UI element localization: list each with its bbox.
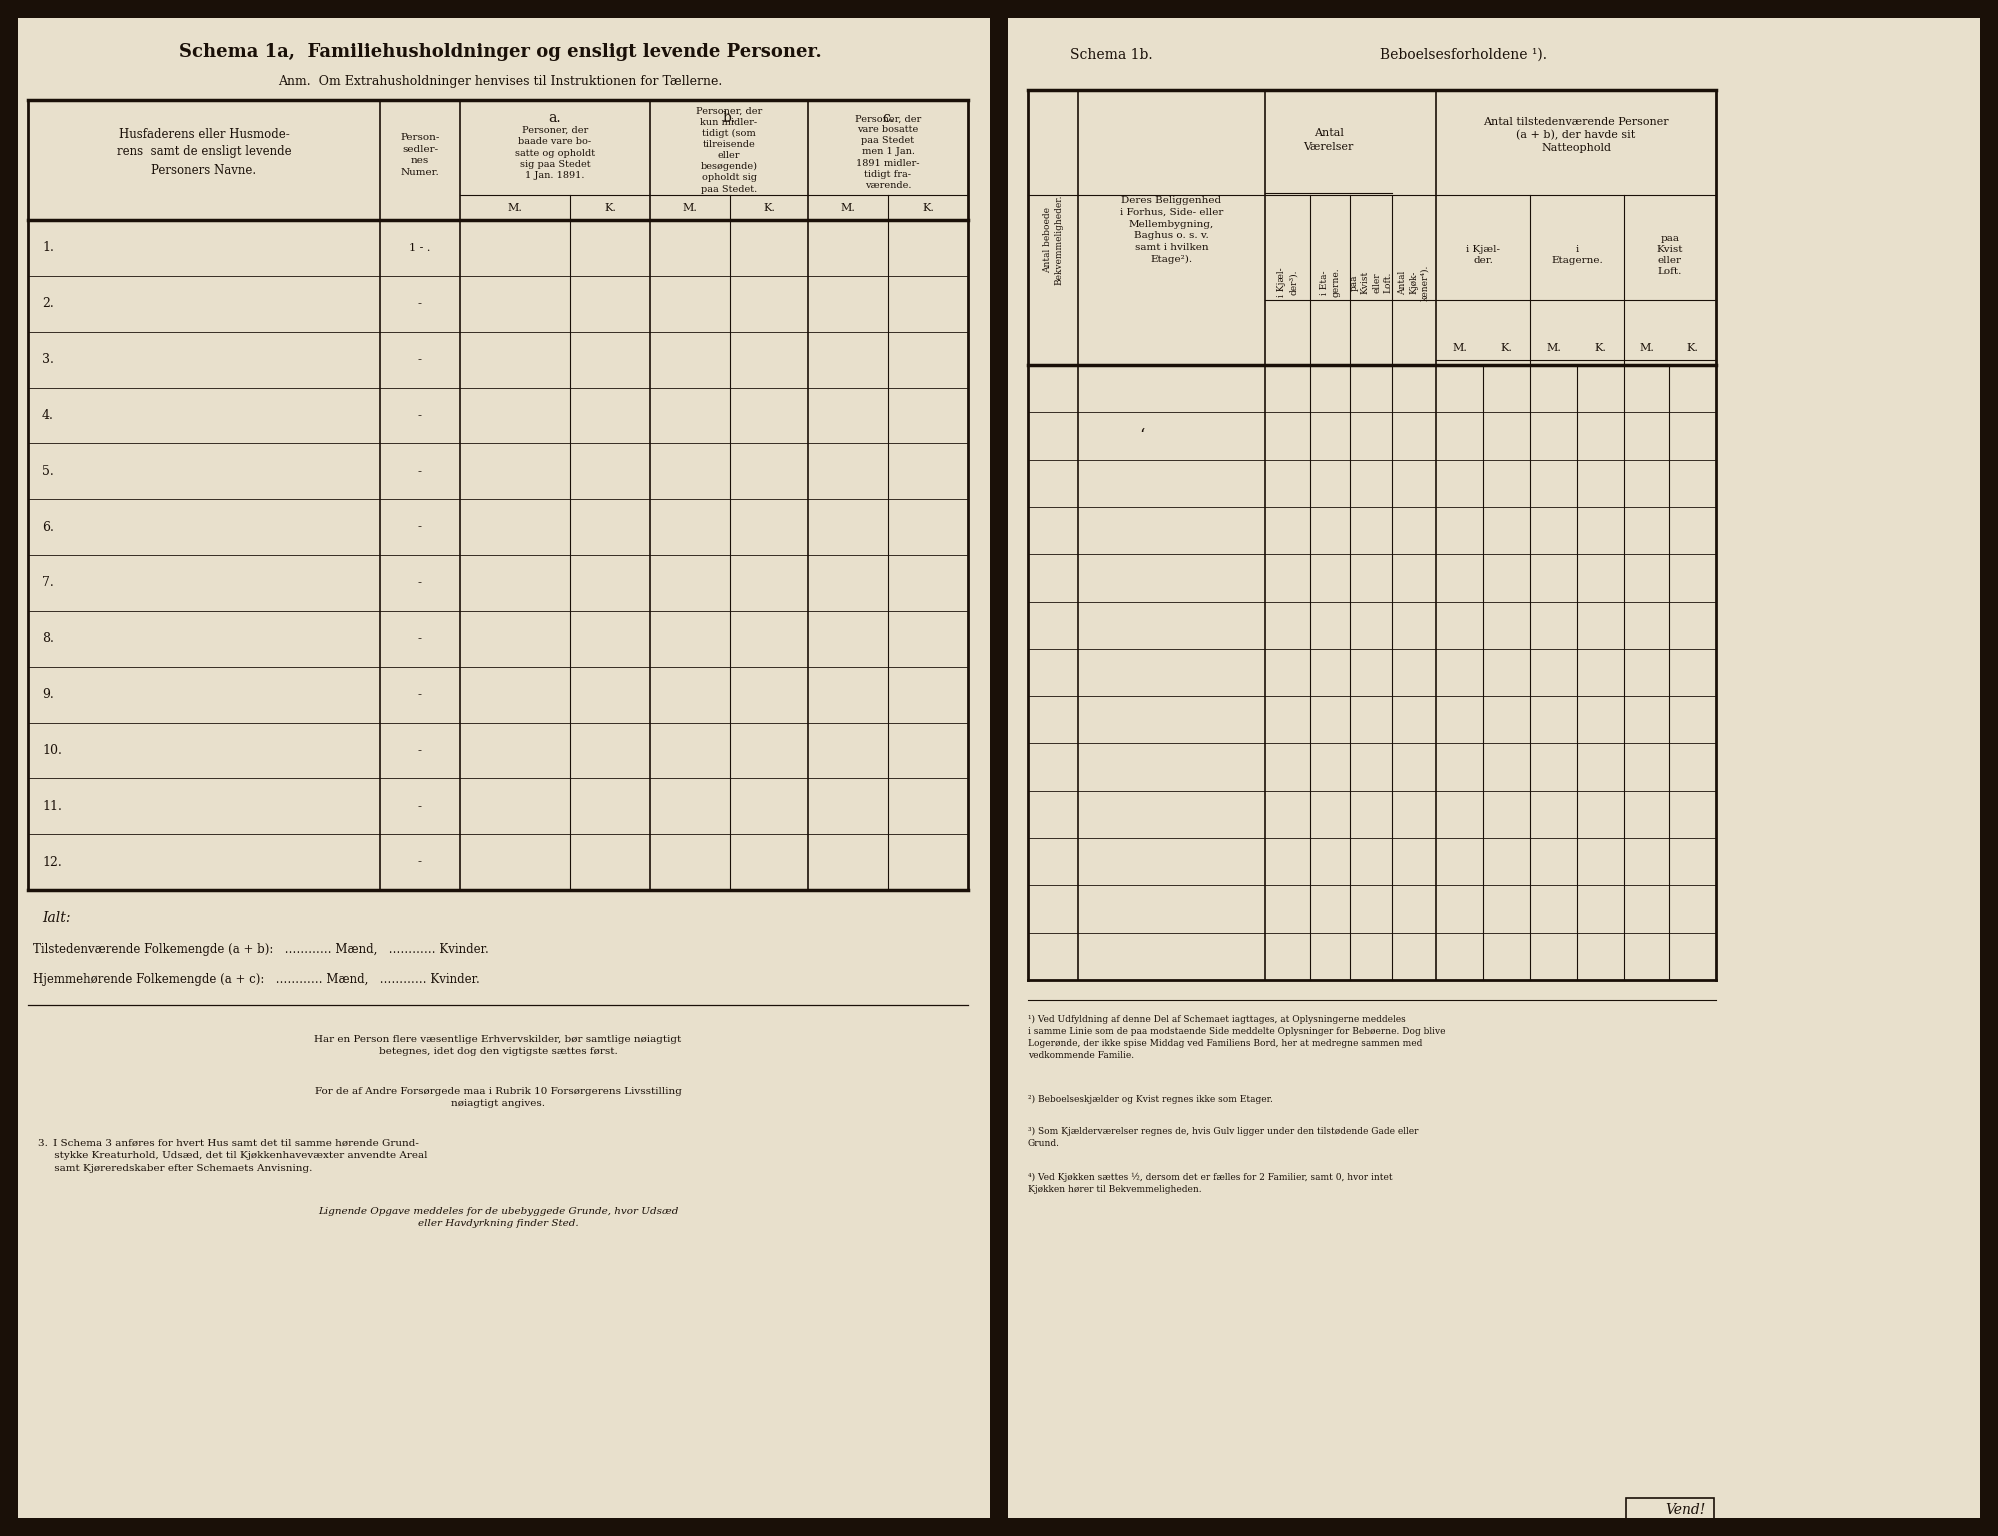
- Text: i Kjæl-
der.: i Kjæl- der.: [1467, 244, 1500, 266]
- Text: 8.: 8.: [42, 633, 54, 645]
- Text: Personer, der
vare bosatte
paa Stedet
men 1 Jan.
1891 midler-
tidigt fra-
værend: Personer, der vare bosatte paa Stedet me…: [855, 114, 921, 190]
- Text: Vend!: Vend!: [1666, 1504, 1706, 1518]
- Text: -: -: [418, 521, 422, 533]
- Text: Antal
Kjøk-
kener⁴).: Antal Kjøk- kener⁴).: [1399, 264, 1431, 301]
- Text: 3.: 3.: [42, 353, 54, 366]
- Text: Personer, der
kun midler-
tidigt (som
tilreisende
eller
besøgende)
opholdt sig
p: Personer, der kun midler- tidigt (som ti…: [695, 106, 761, 194]
- Text: i
Etagerne.: i Etagerne.: [1550, 244, 1602, 266]
- Text: M.: M.: [1453, 343, 1467, 353]
- Text: M.: M.: [507, 203, 521, 214]
- Text: 9.: 9.: [42, 688, 54, 700]
- Text: M.: M.: [841, 203, 855, 214]
- Bar: [1626, 1498, 1714, 1525]
- Text: 4.: 4.: [42, 409, 54, 422]
- Text: Personer, der
baade vare bo-
satte og opholdt
sig paa Stedet
1 Jan. 1891.: Personer, der baade vare bo- satte og op…: [515, 126, 595, 180]
- Text: M.: M.: [683, 203, 697, 214]
- Text: Lignende Opgave meddeles for de ubebyggede Grunde, hvor Udsæd
eller Havdyrkning : Lignende Opgave meddeles for de ubebygge…: [318, 1207, 677, 1229]
- Text: Tilstedenværende Folkemengde (a + b):   ………… Mænd,   ………… Kvinder.: Tilstedenværende Folkemengde (a + b): ………: [34, 943, 490, 957]
- Text: b.: b.: [723, 111, 735, 124]
- Text: K.: K.: [1686, 343, 1698, 353]
- Text: 3. I Schema 3 anføres for hvert Hus samt det til samme hørende Grund-
     stykk: 3. I Schema 3 anføres for hvert Hus samt…: [38, 1140, 428, 1174]
- Text: 10.: 10.: [42, 743, 62, 757]
- Text: a.: a.: [549, 111, 561, 124]
- Text: 12.: 12.: [42, 856, 62, 868]
- Text: ³) Som Kjælderværelser regnes de, hvis Gulv ligger under den tilstødende Gade el: ³) Som Kjælderværelser regnes de, hvis G…: [1029, 1127, 1419, 1147]
- Text: i Eta-
gerne.: i Eta- gerne.: [1321, 267, 1341, 298]
- Text: paa
Kvist
eller
Loft.: paa Kvist eller Loft.: [1656, 233, 1682, 276]
- Bar: [18, 18, 989, 1518]
- Text: Har en Person flere væsentlige Erhvervskilder, bør samtlige nøiagtigt
betegnes, : Har en Person flere væsentlige Erhvervsk…: [314, 1035, 681, 1057]
- Text: Husfaderens eller Husmode-
rens  samt de ensligt levende
Personers Navne.: Husfaderens eller Husmode- rens samt de …: [116, 127, 292, 177]
- Text: Antal
Værelser: Antal Værelser: [1303, 129, 1355, 152]
- Text: Antal beboede
Bekvemmeligheder.: Antal beboede Bekvemmeligheder.: [1043, 195, 1063, 286]
- Text: M.: M.: [1546, 343, 1560, 353]
- Text: Person-
sedler-
nes
Numer.: Person- sedler- nes Numer.: [400, 132, 440, 177]
- Text: K.: K.: [1594, 343, 1606, 353]
- Text: K.: K.: [603, 203, 615, 214]
- Text: M.: M.: [1638, 343, 1654, 353]
- Text: K.: K.: [921, 203, 933, 214]
- Text: Ialt:: Ialt:: [42, 911, 70, 925]
- Text: Hjemmehørende Folkemengde (a + c):   ………… Mænd,   ………… Kvinder.: Hjemmehørende Folkemengde (a + c): ………… …: [34, 974, 480, 986]
- Text: -: -: [418, 688, 422, 700]
- Text: paa
Kvist
eller
Loft.: paa Kvist eller Loft.: [1351, 270, 1393, 293]
- Text: Anm.  Om Extrahusholdninger henvises til Instruktionen for Tællerne.: Anm. Om Extrahusholdninger henvises til …: [278, 75, 721, 89]
- Text: Deres Beliggenhed
i Forhus, Side- eller
Mellembygning,
Baghus o. s. v.
samt i hv: Deres Beliggenhed i Forhus, Side- eller …: [1119, 197, 1223, 264]
- Text: -: -: [418, 743, 422, 757]
- Text: -: -: [418, 465, 422, 478]
- Text: Antal tilstedenværende Personer
(a + b), der havde sit
Natteophold: Antal tilstedenværende Personer (a + b),…: [1483, 117, 1668, 154]
- Text: -: -: [418, 576, 422, 590]
- Text: 1 - .: 1 - .: [410, 243, 432, 253]
- Text: -: -: [418, 856, 422, 868]
- Text: 7.: 7.: [42, 576, 54, 590]
- Text: ⁴) Ved Kjøkken sættes ½, dersom det er fælles for 2 Familier, samt 0, hvor intet: ⁴) Ved Kjøkken sættes ½, dersom det er f…: [1029, 1174, 1393, 1193]
- Text: K.: K.: [1500, 343, 1512, 353]
- Text: Schema 1a,  Familiehusholdninger og ensligt levende Personer.: Schema 1a, Familiehusholdninger og ensli…: [178, 43, 821, 61]
- Text: ‘: ‘: [1139, 427, 1145, 444]
- Bar: [1009, 18, 1980, 1518]
- Text: -: -: [418, 800, 422, 813]
- Text: -: -: [418, 298, 422, 310]
- Text: c.: c.: [881, 111, 893, 124]
- Text: 2.: 2.: [42, 298, 54, 310]
- Text: 11.: 11.: [42, 800, 62, 813]
- Text: -: -: [418, 409, 422, 422]
- Text: K.: K.: [763, 203, 775, 214]
- Text: ²) Beboelseskjælder og Kvist regnes ikke som Etager.: ²) Beboelseskjælder og Kvist regnes ikke…: [1029, 1095, 1273, 1104]
- Text: 5.: 5.: [42, 465, 54, 478]
- Text: Schema 1b.: Schema 1b.: [1071, 48, 1153, 61]
- Text: 6.: 6.: [42, 521, 54, 533]
- Text: Beboelsesforholdene ¹).: Beboelsesforholdene ¹).: [1381, 48, 1546, 61]
- Text: For de af Andre Forsørgede maa i Rubrik 10 Forsørgerens Livsstilling
nøiagtigt a: For de af Andre Forsørgede maa i Rubrik …: [314, 1087, 681, 1109]
- Text: 1.: 1.: [42, 241, 54, 255]
- Text: -: -: [418, 353, 422, 366]
- Text: i Kjæl-
der³).: i Kjæl- der³).: [1277, 267, 1297, 298]
- Text: ¹) Ved Udfyldning af denne Del af Schemaet iagttages, at Oplysningerne meddeles
: ¹) Ved Udfyldning af denne Del af Schema…: [1029, 1015, 1445, 1060]
- Text: -: -: [418, 633, 422, 645]
